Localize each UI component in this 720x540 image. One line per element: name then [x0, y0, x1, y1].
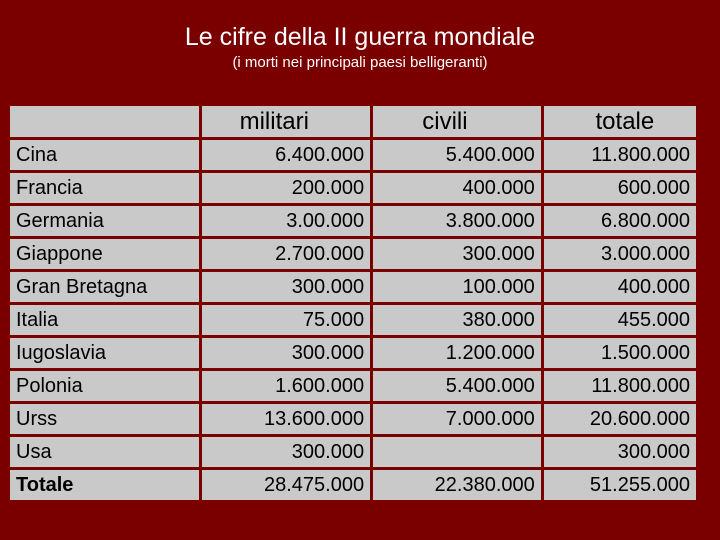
- total-cell: 3.000.000: [543, 239, 696, 269]
- table-row: Germania 3.00.000 3.800.000 6.800.000: [10, 206, 696, 236]
- table-row: Usa 300.000 300.000: [10, 437, 696, 467]
- header-military: militari: [202, 106, 371, 137]
- civilian-cell: 5.400.000: [373, 140, 541, 170]
- table-row: Gran Bretagna 300.000 100.000 400.000: [10, 272, 696, 302]
- civilian-cell: 5.400.000: [373, 371, 541, 401]
- country-cell: Giappone: [10, 239, 200, 269]
- total-military-cell: 28.475.000: [202, 470, 371, 500]
- page-title: Le cifre della II guerra mondiale: [184, 23, 536, 51]
- grand-total-cell: 51.255.000: [543, 470, 696, 500]
- total-cell: 20.600.000: [543, 404, 696, 434]
- country-cell: Iugoslavia: [10, 338, 200, 368]
- country-cell: Urss: [10, 404, 200, 434]
- total-civilian-cell: 22.380.000: [373, 470, 541, 500]
- table-total-row: Totale 28.475.000 22.380.000 51.255.000: [10, 470, 696, 500]
- civilian-cell: 3.800.000: [373, 206, 541, 236]
- total-cell: 6.800.000: [543, 206, 696, 236]
- total-cell: 11.800.000: [543, 371, 696, 401]
- military-cell: 13.600.000: [202, 404, 371, 434]
- table-row: Urss 13.600.000 7.000.000 20.600.000: [10, 404, 696, 434]
- civilian-cell: 1.200.000: [373, 338, 541, 368]
- total-cell: 1.500.000: [543, 338, 696, 368]
- civilian-cell: 7.000.000: [373, 404, 541, 434]
- military-cell: 200.000: [202, 173, 371, 203]
- header-civilian: civili: [373, 106, 541, 137]
- table-row: Iugoslavia 300.000 1.200.000 1.500.000: [10, 338, 696, 368]
- military-cell: 300.000: [202, 437, 371, 467]
- page-subtitle: (i morti nei principali paesi belligeran…: [232, 54, 488, 71]
- military-cell: 1.600.000: [202, 371, 371, 401]
- total-cell: 300.000: [543, 437, 696, 467]
- military-cell: 300.000: [202, 338, 371, 368]
- military-cell: 2.700.000: [202, 239, 371, 269]
- table-row: Giappone 2.700.000 300.000 3.000.000: [10, 239, 696, 269]
- country-cell: Usa: [10, 437, 200, 467]
- military-cell: 300.000: [202, 272, 371, 302]
- header-country: [10, 106, 200, 137]
- country-cell: Francia: [10, 173, 200, 203]
- military-cell: 75.000: [202, 305, 371, 335]
- table-row: Francia 200.000 400.000 600.000: [10, 173, 696, 203]
- civilian-cell: 400.000: [373, 173, 541, 203]
- total-cell: 455.000: [543, 305, 696, 335]
- country-cell: Gran Bretagna: [10, 272, 200, 302]
- civilian-cell: 380.000: [373, 305, 541, 335]
- country-cell: Polonia: [10, 371, 200, 401]
- country-cell: Cina: [10, 140, 200, 170]
- casualties-table-container: militari civili totale Cina 6.400.000 5.…: [10, 106, 696, 505]
- total-cell: 400.000: [543, 272, 696, 302]
- country-cell: Germania: [10, 206, 200, 236]
- table-row: Italia 75.000 380.000 455.000: [10, 305, 696, 335]
- civilian-cell: 300.000: [373, 239, 541, 269]
- table-header-row: militari civili totale: [10, 106, 696, 137]
- civilian-cell: [373, 437, 541, 467]
- civilian-cell: 100.000: [373, 272, 541, 302]
- military-cell: 3.00.000: [202, 206, 371, 236]
- country-cell: Italia: [10, 305, 200, 335]
- table-row: Cina 6.400.000 5.400.000 11.800.000: [10, 140, 696, 170]
- total-label-cell: Totale: [10, 470, 200, 500]
- table-row: Polonia 1.600.000 5.400.000 11.800.000: [10, 371, 696, 401]
- military-cell: 6.400.000: [202, 140, 371, 170]
- total-cell: 11.800.000: [543, 140, 696, 170]
- header-total: totale: [543, 106, 696, 137]
- total-cell: 600.000: [543, 173, 696, 203]
- casualties-table: militari civili totale Cina 6.400.000 5.…: [7, 103, 699, 503]
